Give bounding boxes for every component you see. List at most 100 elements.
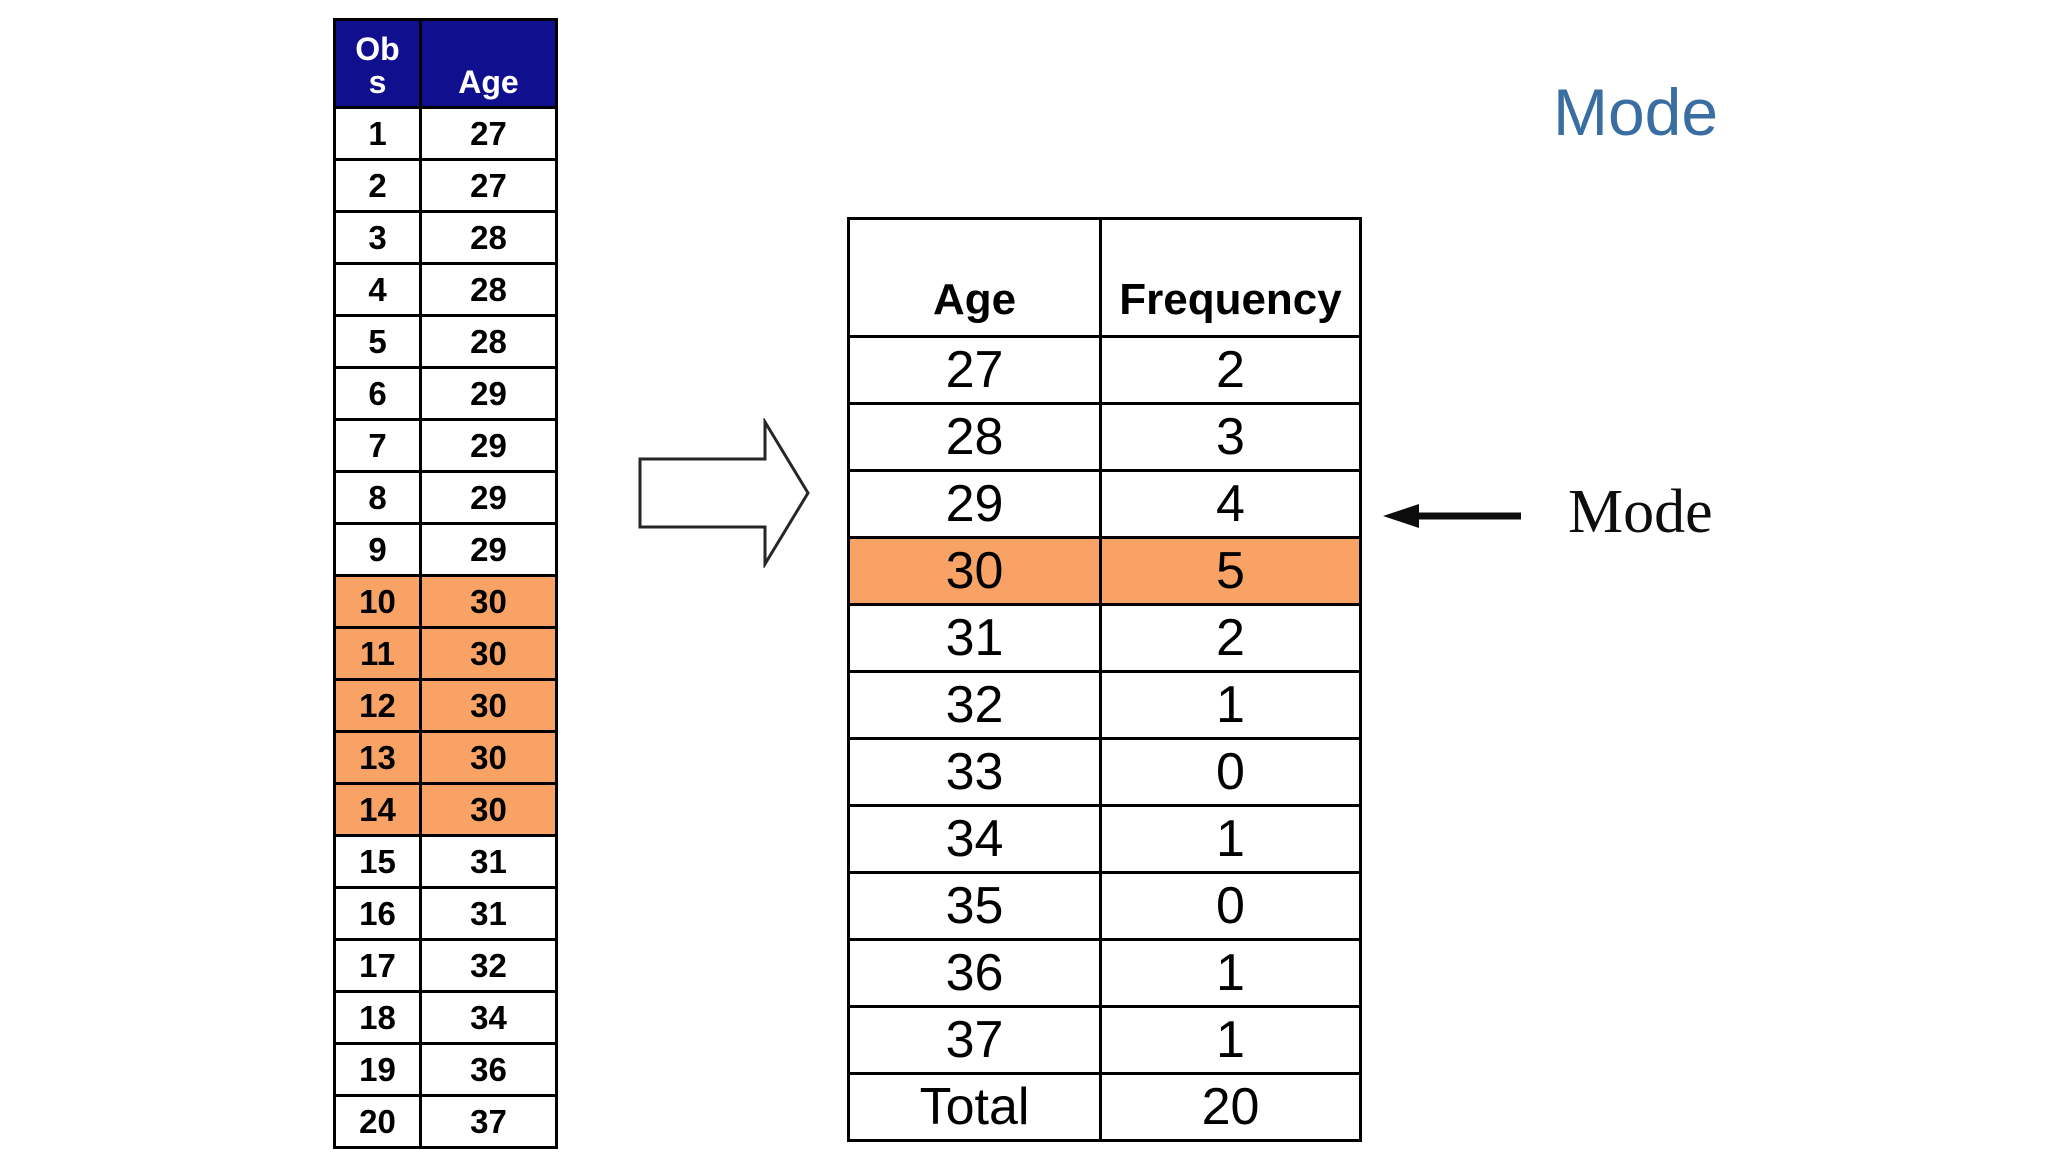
block-arrow-icon	[638, 418, 810, 568]
obs-number-cell: 18	[333, 990, 422, 1045]
obs-number-cell: 6	[333, 366, 422, 421]
obs-number-cell: 11	[333, 626, 422, 681]
freq-age-cell: 31	[847, 603, 1102, 673]
obs-table-header-obs: Obs	[333, 18, 422, 109]
obs-number-cell: 3	[333, 210, 422, 265]
freq-count-cell: 1	[1099, 670, 1362, 740]
freq-count-cell: 20	[1099, 1072, 1362, 1142]
freq-age-cell: 28	[847, 402, 1102, 472]
freq-table-row: 33 0	[847, 737, 1362, 807]
obs-number-cell: 1	[333, 106, 422, 161]
freq-table-row: 27 2	[847, 335, 1362, 405]
obs-table-row: 7 29	[333, 418, 558, 473]
obs-age-cell: 27	[419, 106, 558, 161]
age-header-label: Age	[458, 64, 519, 101]
obs-table-body: 1 27 2 27 3 28 4 28	[333, 106, 558, 1149]
obs-age-cell: 31	[419, 834, 558, 889]
obs-number-cell: 19	[333, 1042, 422, 1097]
freq-age-cell: 36	[847, 938, 1102, 1008]
freq-count-cell: 0	[1099, 871, 1362, 941]
obs-age-cell: 30	[419, 678, 558, 733]
obs-number-cell: 20	[333, 1094, 422, 1149]
freq-age-cell: Total	[847, 1072, 1102, 1142]
obs-age-cell: 28	[419, 210, 558, 265]
obs-age-cell: 31	[419, 886, 558, 941]
obs-table-row: 19 36	[333, 1042, 558, 1097]
freq-count-cell: 1	[1099, 1005, 1362, 1075]
obs-age-cell: 29	[419, 522, 558, 577]
freq-count-cell: 2	[1099, 335, 1362, 405]
obs-age-cell: 29	[419, 470, 558, 525]
observations-table: Obs Age 1 27 2 27 3 28	[333, 18, 558, 1149]
freq-age-cell: 29	[847, 469, 1102, 539]
obs-table-row: 18 34	[333, 990, 558, 1045]
obs-age-cell: 29	[419, 366, 558, 421]
obs-number-cell: 9	[333, 522, 422, 577]
obs-age-cell: 36	[419, 1042, 558, 1097]
obs-age-cell: 32	[419, 938, 558, 993]
freq-table-row: 34 1	[847, 804, 1362, 874]
freq-table-row: 36 1	[847, 938, 1362, 1008]
freq-count-cell: 0	[1099, 737, 1362, 807]
obs-age-cell: 34	[419, 990, 558, 1045]
obs-number-cell: 13	[333, 730, 422, 785]
freq-table-row: 29 4	[847, 469, 1362, 539]
freq-count-cell: 3	[1099, 402, 1362, 472]
obs-age-cell: 30	[419, 626, 558, 681]
obs-table-header-age: Age	[419, 18, 558, 109]
obs-age-cell: 30	[419, 782, 558, 837]
freq-table-row: Total 20	[847, 1072, 1362, 1142]
obs-age-cell: 28	[419, 314, 558, 369]
freq-age-header-label: Age	[932, 275, 1017, 324]
obs-number-cell: 16	[333, 886, 422, 941]
obs-number-cell: 7	[333, 418, 422, 473]
freq-table-row: 35 0	[847, 871, 1362, 941]
frequency-header-label: Frequency	[1119, 275, 1342, 324]
obs-table-row: 10 30	[333, 574, 558, 629]
freq-table-row: 32 1	[847, 670, 1362, 740]
obs-age-cell: 29	[419, 418, 558, 473]
obs-table-row: 9 29	[333, 522, 558, 577]
obs-number-cell: 17	[333, 938, 422, 993]
freq-age-cell: 33	[847, 737, 1102, 807]
obs-number-cell: 5	[333, 314, 422, 369]
obs-number-cell: 2	[333, 158, 422, 213]
freq-table-row: 37 1	[847, 1005, 1362, 1075]
freq-age-cell: 34	[847, 804, 1102, 874]
obs-table-row: 1 27	[333, 106, 558, 161]
obs-table-header-row: Obs Age	[333, 18, 558, 109]
obs-header-label: Obs	[355, 30, 400, 101]
obs-number-cell: 12	[333, 678, 422, 733]
obs-age-cell: 37	[419, 1094, 558, 1149]
obs-table-row: 20 37	[333, 1094, 558, 1149]
freq-count-cell: 4	[1099, 469, 1362, 539]
obs-table-row: 16 31	[333, 886, 558, 941]
obs-age-cell: 30	[419, 730, 558, 785]
freq-age-cell: 30	[847, 536, 1102, 606]
obs-table-row: 5 28	[333, 314, 558, 369]
obs-table-row: 12 30	[333, 678, 558, 733]
freq-count-cell: 5	[1099, 536, 1362, 606]
obs-table-row: 8 29	[333, 470, 558, 525]
freq-age-cell: 35	[847, 871, 1102, 941]
freq-count-cell: 2	[1099, 603, 1362, 673]
freq-table-row: 30 5	[847, 536, 1362, 606]
freq-table-body: 27 2 28 3 29 4 30 5	[847, 335, 1362, 1142]
freq-count-cell: 1	[1099, 804, 1362, 874]
obs-table-row: 14 30	[333, 782, 558, 837]
freq-count-cell: 1	[1099, 938, 1362, 1008]
obs-table-row: 15 31	[333, 834, 558, 889]
obs-number-cell: 15	[333, 834, 422, 889]
obs-number-cell: 10	[333, 574, 422, 629]
freq-age-cell: 27	[847, 335, 1102, 405]
freq-table-header-row: Age Frequency	[847, 217, 1362, 338]
freq-table-header-age: Age	[847, 217, 1102, 338]
freq-age-cell: 32	[847, 670, 1102, 740]
frequency-table: Age Frequency 27 2 28 3 29 4	[847, 217, 1362, 1142]
obs-table-row: 2 27	[333, 158, 558, 213]
obs-table-row: 3 28	[333, 210, 558, 265]
obs-age-cell: 28	[419, 262, 558, 317]
obs-number-cell: 14	[333, 782, 422, 837]
mode-pointer-arrow-icon	[1383, 504, 1521, 528]
